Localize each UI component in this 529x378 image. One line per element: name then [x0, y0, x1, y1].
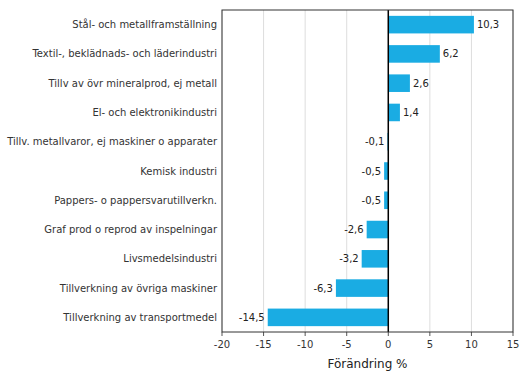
- plot-frame: [222, 10, 513, 332]
- tick-label: 0: [385, 339, 391, 350]
- tick-mark: [305, 332, 306, 336]
- category-label: Tillverkning av transportmedel: [62, 312, 217, 323]
- tick-mark: [222, 332, 223, 336]
- grid-line: [305, 10, 306, 332]
- grid-line: [263, 10, 264, 332]
- category-label: Tillv av övr mineralprod, ej metall: [48, 78, 217, 89]
- tick-mark: [471, 332, 472, 336]
- data-label: 6,2: [443, 48, 459, 59]
- tick-label: -20: [214, 339, 230, 350]
- tick-label: 15: [507, 339, 520, 350]
- zero-line: [388, 10, 390, 332]
- data-label: -2,6: [344, 224, 364, 235]
- data-label: -0,5: [362, 195, 382, 206]
- tick-mark: [513, 332, 514, 336]
- tick-label: 5: [427, 339, 433, 350]
- tick-mark: [346, 332, 347, 336]
- bar: [367, 221, 389, 239]
- bar: [336, 279, 388, 297]
- tick-label: -15: [255, 339, 271, 350]
- data-label: -0,1: [365, 136, 385, 147]
- data-label: 1,4: [403, 107, 419, 118]
- data-label: -3,2: [339, 253, 359, 264]
- grid-line: [388, 10, 389, 332]
- category-label: Kemisk industri: [140, 166, 217, 177]
- category-label: Textil-, beklädnads- och läderindustri: [31, 48, 217, 59]
- bar: [388, 16, 474, 34]
- data-label: -6,3: [313, 283, 333, 294]
- category-label: Pappers- o pappersvarutillverkn.: [54, 195, 217, 206]
- category-label: Stål- och metallframställning: [72, 18, 217, 30]
- category-label: Graf prod o reprod av inspelningar: [44, 224, 218, 235]
- category-label: Livsmedelsindustri: [123, 253, 217, 264]
- tick-label: -5: [342, 339, 352, 350]
- bar: [362, 250, 389, 268]
- category-label: El- och elektronikindustri: [92, 107, 217, 118]
- tick-label: -10: [297, 339, 313, 350]
- category-label: Tillv. metallvaror, ej maskiner o appara…: [6, 136, 218, 147]
- grid: [222, 10, 513, 332]
- tick-mark: [429, 332, 430, 336]
- chart: -20 -15 -10 -5 0 5 10 15 -14,5 -6,3 -3,2 -2,6 -0,5 -0…: [0, 0, 529, 378]
- data-label: -0,5: [362, 166, 382, 177]
- category-label: Tillverkning av övriga maskiner: [59, 283, 218, 294]
- bars: [268, 16, 474, 326]
- bar: [268, 309, 389, 327]
- tick-mark: [263, 332, 264, 336]
- tick-label: 10: [465, 339, 478, 350]
- bar: [388, 45, 440, 63]
- tick-mark: [388, 332, 389, 336]
- bar: [388, 104, 400, 122]
- grid-line: [471, 10, 472, 332]
- data-label: -14,5: [239, 312, 265, 323]
- data-label: 10,3: [477, 19, 499, 30]
- x-axis-label: Förändring %: [327, 357, 407, 371]
- data-label: 2,6: [413, 78, 429, 89]
- bar: [388, 74, 410, 92]
